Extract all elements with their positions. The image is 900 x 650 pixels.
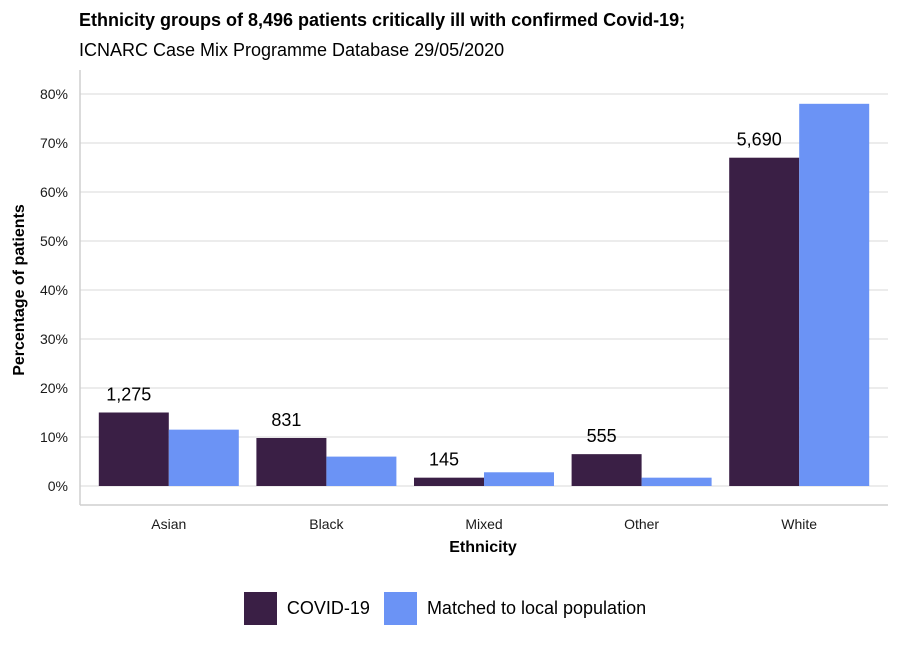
x-tick-label: Black (309, 516, 344, 532)
x-tick-label: Mixed (465, 516, 502, 532)
bar-white-series-1 (799, 103, 870, 487)
x-tick-label: Asian (151, 516, 186, 532)
legend-label-covid: COVID-19 (286, 598, 370, 618)
legend: COVID-19 Matched to local population (0, 592, 900, 625)
legend-item-covid: COVID-19 (243, 592, 380, 625)
data-label: 555 (587, 426, 617, 446)
y-tick-label: 10% (40, 429, 68, 445)
data-label: 831 (271, 410, 301, 430)
legend-item-population: Matched to local population (383, 592, 656, 625)
bar-mixed-series-1 (484, 472, 554, 486)
bar-other-series-1 (641, 477, 712, 486)
bar-mixed-series-0 (414, 477, 484, 486)
x-tick-label: Other (624, 516, 659, 532)
y-tick-label: 40% (40, 282, 68, 298)
legend-label-population: Matched to local population (426, 598, 647, 618)
y-tick-label: 0% (48, 478, 68, 494)
chart-subtitle: ICNARC Case Mix Programme Database 29/05… (79, 40, 505, 60)
y-tick-label: 50% (40, 233, 68, 249)
bar-black-series-0 (256, 437, 327, 486)
y-axis-title: Percentage of patients (11, 204, 28, 376)
bar-white-series-0 (729, 157, 800, 486)
bar-other-series-0 (571, 454, 642, 486)
bar-black-series-1 (326, 456, 397, 486)
legend-swatch-covid (243, 592, 277, 625)
data-label: 145 (429, 450, 459, 470)
x-axis-title: Ethnicity (449, 539, 517, 556)
y-tick-label: 70% (40, 135, 68, 151)
y-tick-label: 80% (40, 86, 68, 102)
x-tick-label: White (781, 516, 817, 532)
data-label: 5,690 (737, 130, 782, 150)
y-tick-label: 60% (40, 184, 68, 200)
legend-swatch-population (383, 592, 417, 625)
y-tick-label: 20% (40, 380, 68, 396)
y-tick-label: 30% (40, 331, 68, 347)
bar-asian-series-1 (168, 429, 239, 486)
chart-title: Ethnicity groups of 8,496 patients criti… (79, 10, 686, 30)
bar-asian-series-0 (98, 412, 169, 486)
data-label: 1,275 (106, 385, 151, 405)
